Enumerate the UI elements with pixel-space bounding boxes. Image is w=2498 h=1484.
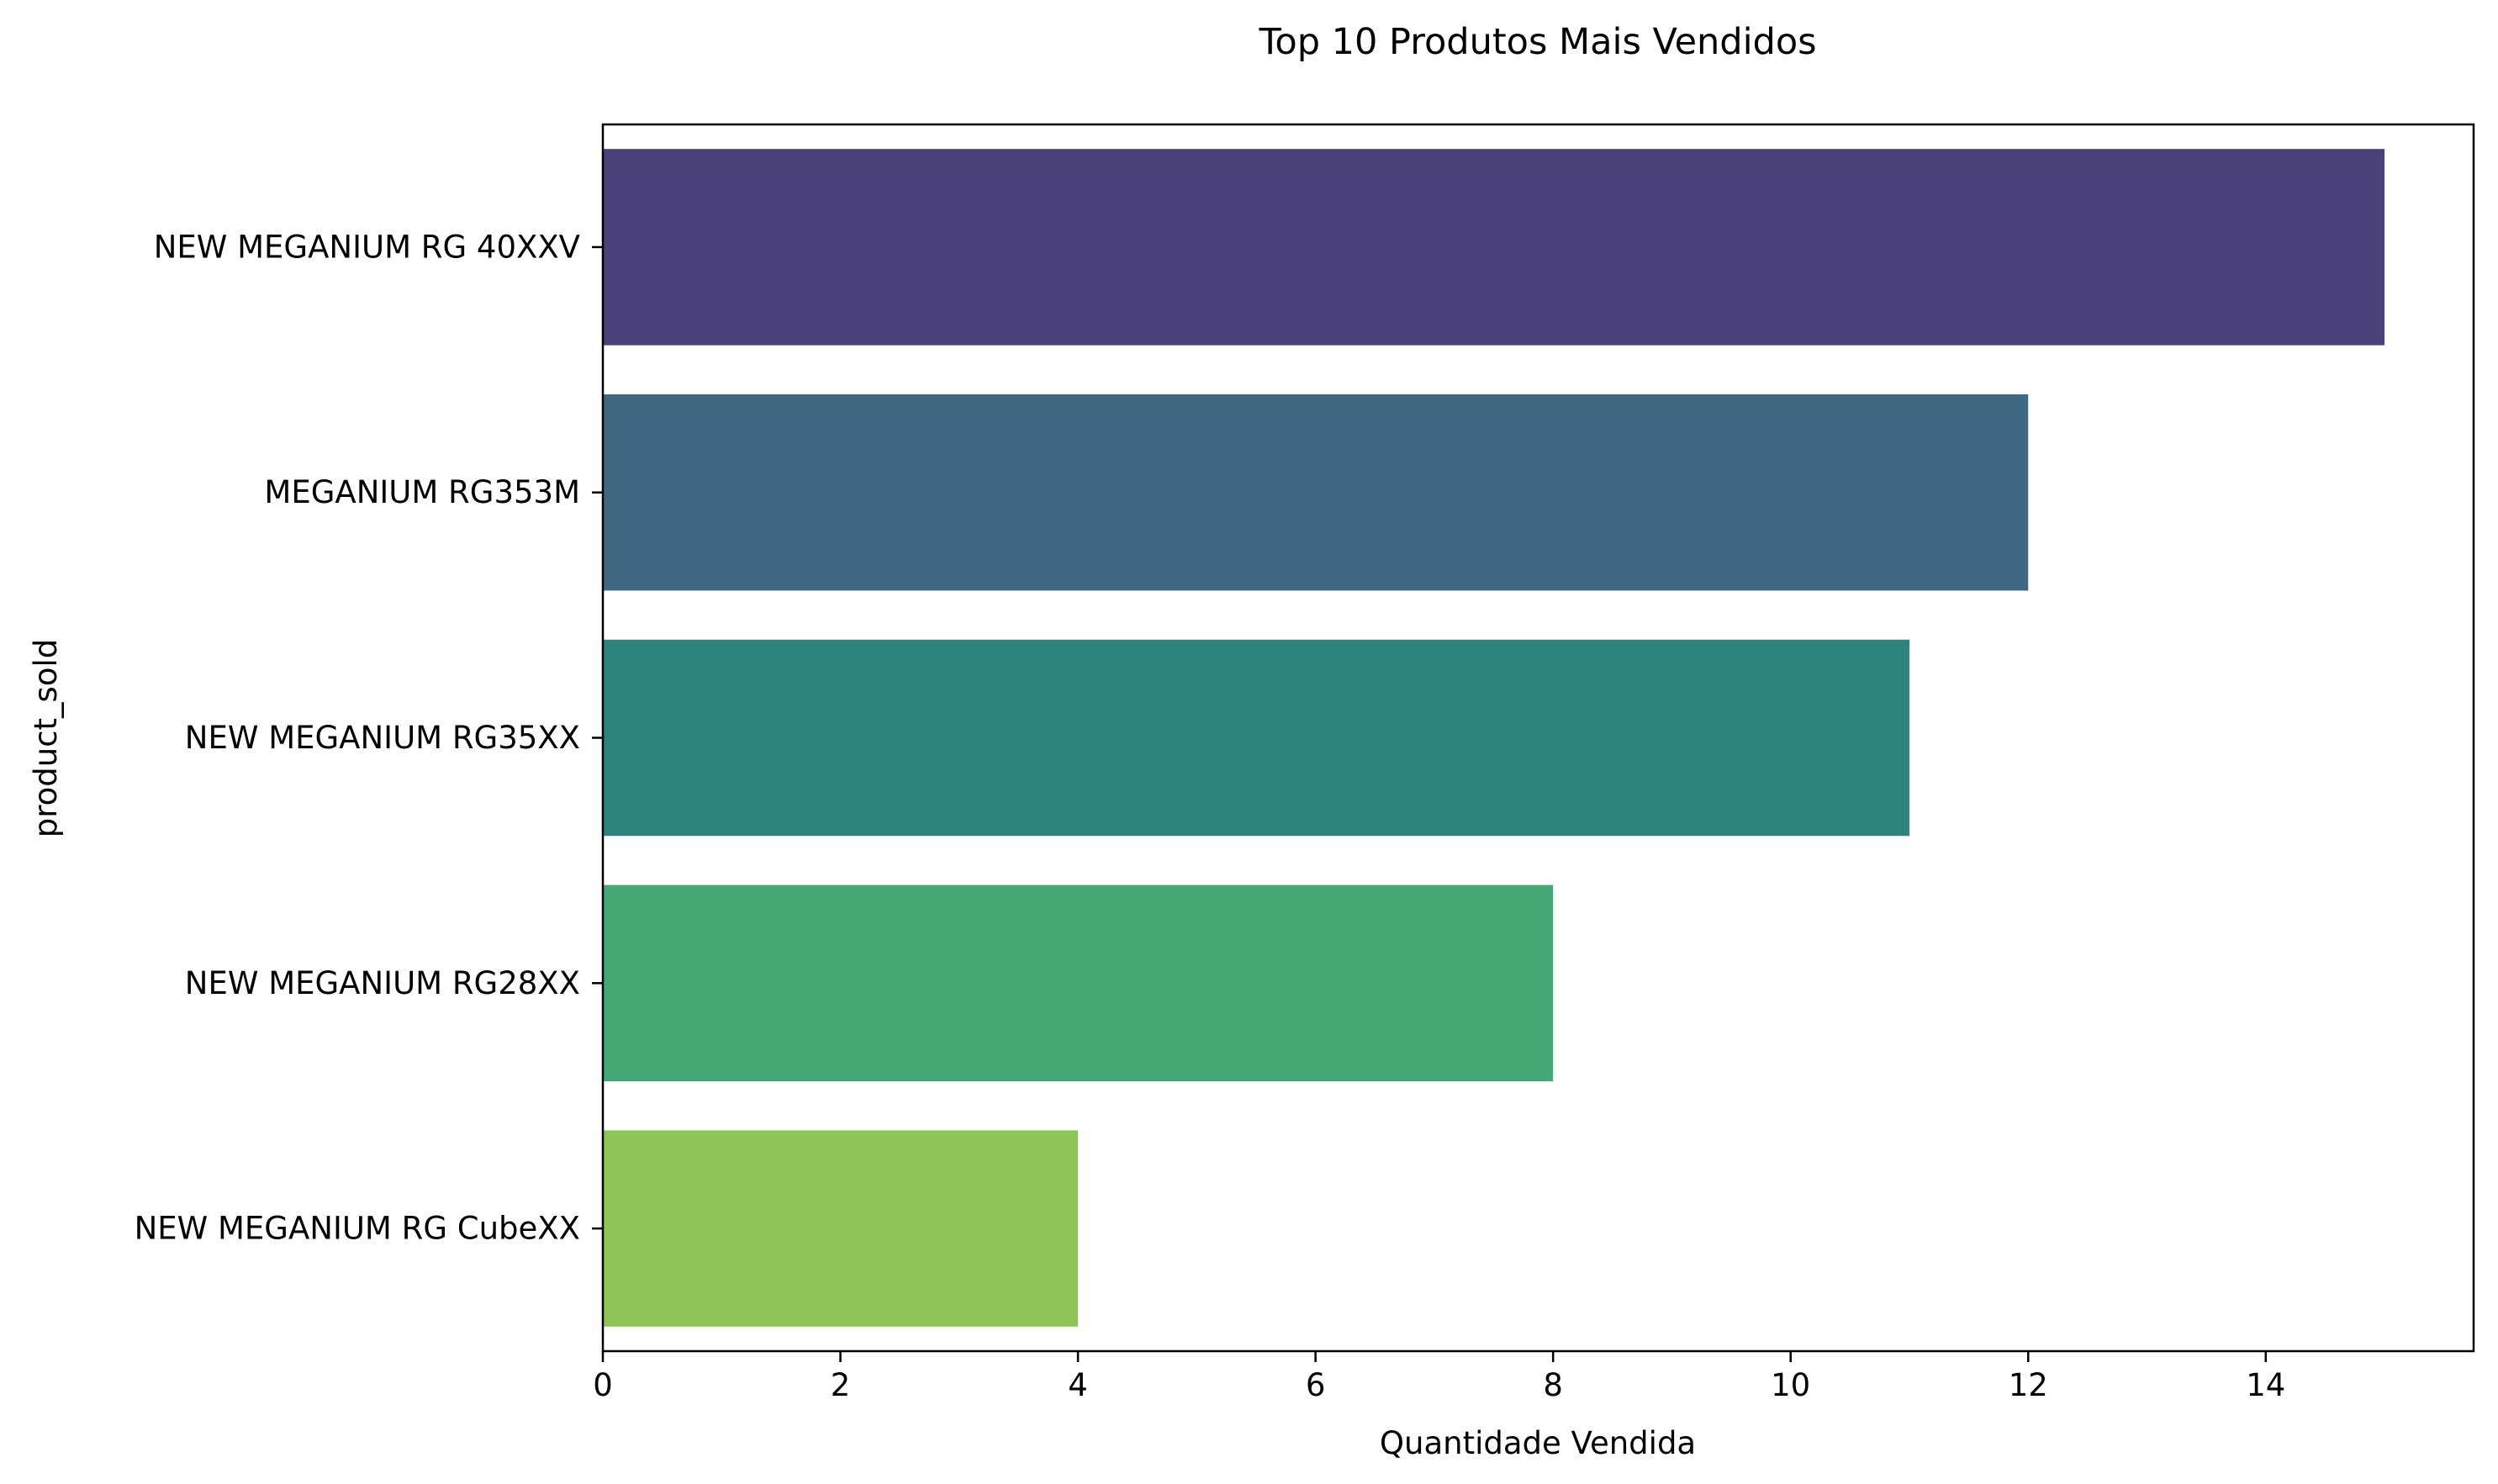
x-tick-label: 14 [2246,1367,2285,1403]
y-tick-label: NEW MEGANIUM RG35XX [185,720,580,756]
x-axis-label: Quantidade Vendida [1380,1425,1696,1461]
axes-frame [601,123,2475,1353]
x-tick-label: 8 [1543,1367,1563,1403]
y-tick-label: NEW MEGANIUM RG 40XXV [154,229,580,265]
x-tick-label: 2 [831,1367,851,1403]
bar [603,639,1909,837]
y-tick-label: NEW MEGANIUM RG CubeXX [135,1211,580,1247]
x-tick-label: 12 [2009,1367,2048,1403]
plot-area: NEW MEGANIUM RG 40XXV MEGANIUM RG353M NEW … [135,149,2385,1403]
x-tick-label: 4 [1068,1367,1088,1403]
y-tick-label: MEGANIUM RG353M [264,474,580,510]
bar [603,149,2385,346]
x-tick-label: 10 [1771,1367,1810,1403]
x-tick-label: 6 [1306,1367,1326,1403]
x-tick-label: 0 [593,1367,613,1403]
y-axis-label: product_sold [28,639,64,838]
chart-title: Top 10 Produtos Mais Vendidos [1258,21,1816,63]
bar [603,1130,1079,1327]
bar [603,885,1554,1082]
bar [603,393,2029,591]
y-tick-label: NEW MEGANIUM RG28XX [185,965,580,1001]
